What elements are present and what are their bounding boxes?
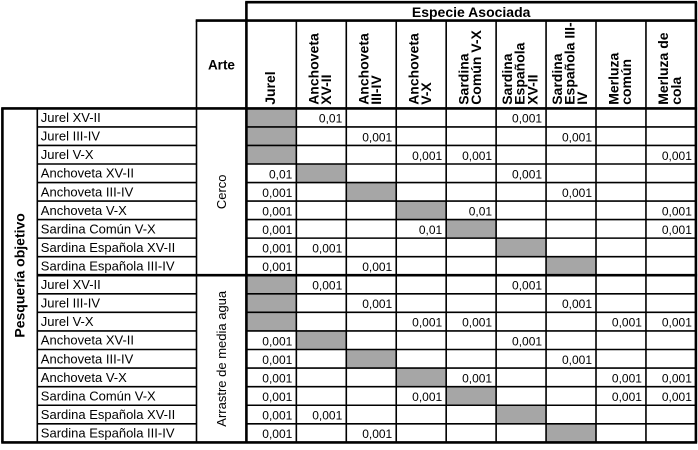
svg-text:0,001: 0,001 bbox=[262, 204, 292, 218]
svg-text:0,001: 0,001 bbox=[662, 390, 692, 404]
svg-text:0,001: 0,001 bbox=[312, 409, 342, 423]
svg-text:0,001: 0,001 bbox=[562, 297, 592, 311]
svg-text:Sardina Común V-X: Sardina Común V-X bbox=[41, 388, 156, 403]
svg-text:0,01: 0,01 bbox=[469, 204, 493, 218]
svg-text:0,001: 0,001 bbox=[462, 149, 492, 163]
svg-text:Anchoveta: Anchoveta bbox=[356, 33, 372, 105]
svg-text:0,001: 0,001 bbox=[262, 260, 292, 274]
svg-text:0,001: 0,001 bbox=[612, 371, 642, 385]
svg-text:cola: cola bbox=[668, 77, 684, 105]
svg-text:Anchoveta: Anchoveta bbox=[306, 33, 322, 105]
svg-text:0,001: 0,001 bbox=[412, 390, 442, 404]
svg-text:Jurel V-X: Jurel V-X bbox=[41, 314, 94, 329]
svg-text:0,001: 0,001 bbox=[662, 149, 692, 163]
svg-text:0,001: 0,001 bbox=[612, 316, 642, 330]
svg-text:Sardina Española XV-II: Sardina Española XV-II bbox=[41, 407, 175, 422]
svg-text:Anchoveta XV-II: Anchoveta XV-II bbox=[41, 166, 134, 181]
svg-text:0,001: 0,001 bbox=[512, 279, 542, 293]
svg-text:0,001: 0,001 bbox=[362, 427, 392, 441]
svg-text:0,001: 0,001 bbox=[412, 316, 442, 330]
svg-text:0,001: 0,001 bbox=[512, 334, 542, 348]
svg-text:0,001: 0,001 bbox=[662, 204, 692, 218]
svg-text:0,01: 0,01 bbox=[419, 223, 443, 237]
svg-text:Jurel III-IV: Jurel III-IV bbox=[41, 129, 101, 144]
svg-text:0,001: 0,001 bbox=[662, 316, 692, 330]
svg-text:XV-II: XV-II bbox=[318, 74, 334, 104]
svg-text:0,001: 0,001 bbox=[462, 371, 492, 385]
svg-text:0,001: 0,001 bbox=[362, 297, 392, 311]
svg-text:IV: IV bbox=[574, 91, 590, 105]
svg-text:0,001: 0,001 bbox=[262, 390, 292, 404]
svg-text:Cerco: Cerco bbox=[214, 174, 229, 209]
svg-text:0,001: 0,001 bbox=[262, 241, 292, 255]
svg-text:Sardina Española III-IV: Sardina Española III-IV bbox=[41, 426, 175, 441]
svg-text:0,001: 0,001 bbox=[362, 260, 392, 274]
svg-text:Anchoveta XV-II: Anchoveta XV-II bbox=[41, 333, 134, 348]
svg-text:0,001: 0,001 bbox=[262, 409, 292, 423]
svg-text:Anchoveta III-IV: Anchoveta III-IV bbox=[41, 351, 134, 366]
svg-text:Jurel V-X: Jurel V-X bbox=[41, 147, 94, 162]
svg-text:Sardina Española XV-II: Sardina Española XV-II bbox=[41, 240, 175, 255]
svg-text:Anchoveta: Anchoveta bbox=[406, 33, 422, 105]
svg-text:III-IV: III-IV bbox=[368, 75, 384, 105]
svg-text:Española: Española bbox=[512, 42, 528, 104]
svg-text:0,001: 0,001 bbox=[262, 371, 292, 385]
svg-text:Merluza: Merluza bbox=[605, 52, 621, 104]
svg-text:Jurel III-IV: Jurel III-IV bbox=[41, 296, 101, 311]
svg-text:0,001: 0,001 bbox=[512, 112, 542, 126]
svg-text:Sardina: Sardina bbox=[549, 53, 565, 105]
svg-text:0,01: 0,01 bbox=[319, 112, 343, 126]
svg-text:Jurel: Jurel bbox=[262, 71, 278, 104]
svg-text:Anchoveta V-X: Anchoveta V-X bbox=[41, 370, 127, 385]
svg-text:0,001: 0,001 bbox=[262, 223, 292, 237]
svg-text:Jurel XV-II: Jurel XV-II bbox=[41, 110, 101, 125]
svg-text:Sardina: Sardina bbox=[499, 53, 515, 105]
svg-text:0,001: 0,001 bbox=[512, 167, 542, 181]
svg-text:0,001: 0,001 bbox=[262, 353, 292, 367]
svg-text:0,001: 0,001 bbox=[312, 279, 342, 293]
svg-text:0,001: 0,001 bbox=[262, 427, 292, 441]
svg-text:Anchoveta V-X: Anchoveta V-X bbox=[41, 203, 127, 218]
svg-text:común: común bbox=[618, 59, 634, 105]
svg-text:Arrastre de media agua: Arrastre de media agua bbox=[214, 290, 229, 427]
svg-text:Arte: Arte bbox=[208, 58, 235, 73]
svg-text:0,001: 0,001 bbox=[562, 186, 592, 200]
svg-text:Merluza de: Merluza de bbox=[655, 32, 671, 105]
svg-text:Sardina: Sardina bbox=[455, 53, 471, 105]
svg-text:Anchoveta III-IV: Anchoveta III-IV bbox=[41, 184, 134, 199]
svg-text:0,001: 0,001 bbox=[562, 130, 592, 144]
svg-text:0,001: 0,001 bbox=[662, 223, 692, 237]
svg-text:0,001: 0,001 bbox=[612, 390, 642, 404]
svg-text:0,01: 0,01 bbox=[269, 167, 293, 181]
svg-text:Jurel XV-II: Jurel XV-II bbox=[41, 277, 101, 292]
svg-text:0,001: 0,001 bbox=[262, 334, 292, 348]
svg-text:0,001: 0,001 bbox=[362, 130, 392, 144]
svg-text:0,001: 0,001 bbox=[412, 149, 442, 163]
svg-text:XV-II: XV-II bbox=[524, 74, 540, 104]
svg-text:V-X: V-X bbox=[418, 82, 434, 105]
svg-text:Especie Asociada: Especie Asociada bbox=[412, 4, 531, 20]
svg-text:0,001: 0,001 bbox=[262, 186, 292, 200]
svg-text:0,001: 0,001 bbox=[562, 353, 592, 367]
svg-text:0,001: 0,001 bbox=[462, 316, 492, 330]
svg-text:Común V-X: Común V-X bbox=[468, 29, 484, 104]
svg-text:Española III-: Española III- bbox=[562, 22, 578, 105]
svg-text:0,001: 0,001 bbox=[662, 371, 692, 385]
svg-text:Sardina Común V-X: Sardina Común V-X bbox=[41, 221, 156, 236]
svg-text:Sardina Española III-IV: Sardina Española III-IV bbox=[41, 258, 175, 273]
svg-text:Pesquería objetivo: Pesquería objetivo bbox=[12, 213, 28, 337]
svg-text:0,001: 0,001 bbox=[312, 241, 342, 255]
